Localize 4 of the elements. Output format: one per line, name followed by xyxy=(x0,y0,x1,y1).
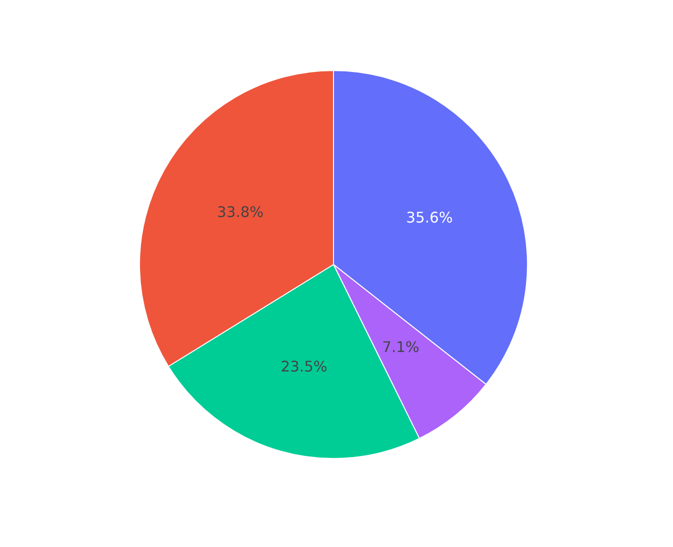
data-label: 23.5% xyxy=(280,358,328,376)
data-label: 7.1% xyxy=(382,338,420,356)
data-label: 35.6% xyxy=(406,209,453,226)
data-label: 33.8% xyxy=(217,204,264,222)
